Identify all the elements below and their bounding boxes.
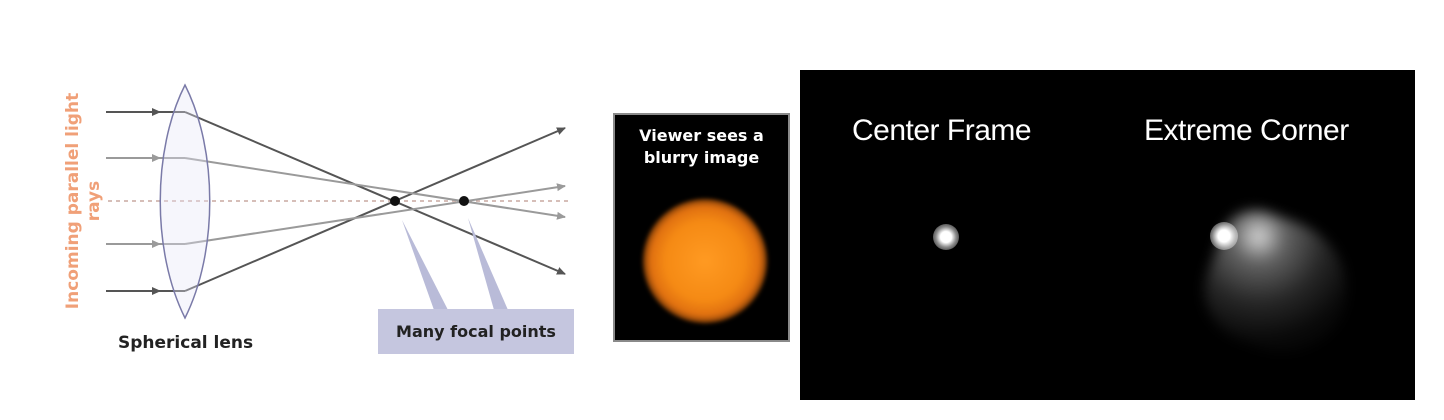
extreme-corner-title: Extreme Corner: [1144, 114, 1349, 147]
star-comparison-panel: Center Frame Extreme Corner: [800, 70, 1415, 400]
blurry-caption-line2: blurry image: [643, 148, 760, 167]
focal-point-1: [390, 196, 400, 206]
spherical-lens-shape: [159, 83, 211, 320]
focal-points-label: Many focal points: [378, 309, 574, 354]
blurry-image-caption: Viewer sees a blurry image: [615, 125, 788, 169]
center-star-point: [933, 224, 959, 250]
incoming-rays-label: Incoming parallel light rays: [63, 92, 104, 310]
center-frame-title: Center Frame: [852, 114, 1032, 147]
corner-star-core: [1210, 222, 1238, 250]
focal-pointer-2: [468, 218, 508, 310]
focal-pointer-1: [402, 220, 448, 310]
spherical-lens-label: Spherical lens: [118, 333, 254, 353]
blurry-planet-disc: [643, 199, 767, 323]
inner-ray-bottom: [184, 183, 566, 245]
blurry-image-panel: Viewer sees a blurry image: [613, 113, 790, 342]
blurry-caption-line1: Viewer sees a: [639, 126, 764, 145]
lens-diagram: [106, 83, 570, 320]
inner-ray-top: [184, 157, 566, 220]
focal-point-2: [459, 196, 469, 206]
outer-ray-bottom: [184, 127, 566, 292]
outer-ray-top: [184, 111, 566, 275]
